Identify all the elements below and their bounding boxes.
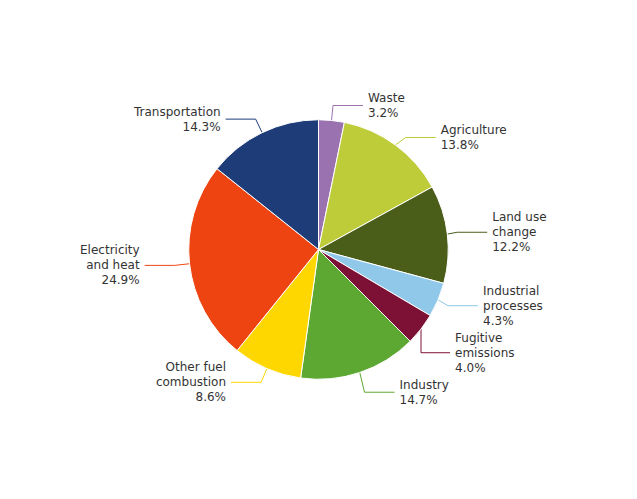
svg-text:Other fuel: Other fuel xyxy=(166,360,226,374)
svg-text:change: change xyxy=(492,225,536,239)
svg-text:Agriculture: Agriculture xyxy=(441,123,507,137)
svg-text:4.3%: 4.3% xyxy=(483,314,514,328)
svg-text:Fugitive: Fugitive xyxy=(455,331,502,345)
svg-text:24.9%: 24.9% xyxy=(102,273,140,287)
svg-text:Industrial: Industrial xyxy=(483,284,539,298)
svg-text:8.6%: 8.6% xyxy=(196,390,227,404)
svg-text:14.3%: 14.3% xyxy=(183,120,221,134)
svg-text:Waste: Waste xyxy=(368,91,405,105)
svg-text:13.8%: 13.8% xyxy=(441,138,479,152)
svg-text:processes: processes xyxy=(483,299,543,313)
svg-text:Land use: Land use xyxy=(492,210,546,224)
svg-text:Electricity: Electricity xyxy=(80,243,140,257)
svg-text:3.2%: 3.2% xyxy=(368,106,399,120)
svg-text:and heat: and heat xyxy=(86,258,140,272)
svg-text:Transportation: Transportation xyxy=(133,105,221,119)
svg-text:14.7%: 14.7% xyxy=(400,393,438,407)
svg-text:Industry: Industry xyxy=(400,378,449,392)
svg-text:4.0%: 4.0% xyxy=(455,361,486,375)
svg-text:12.2%: 12.2% xyxy=(492,240,530,254)
svg-text:emissions: emissions xyxy=(455,346,514,360)
svg-text:combustion: combustion xyxy=(156,375,226,389)
